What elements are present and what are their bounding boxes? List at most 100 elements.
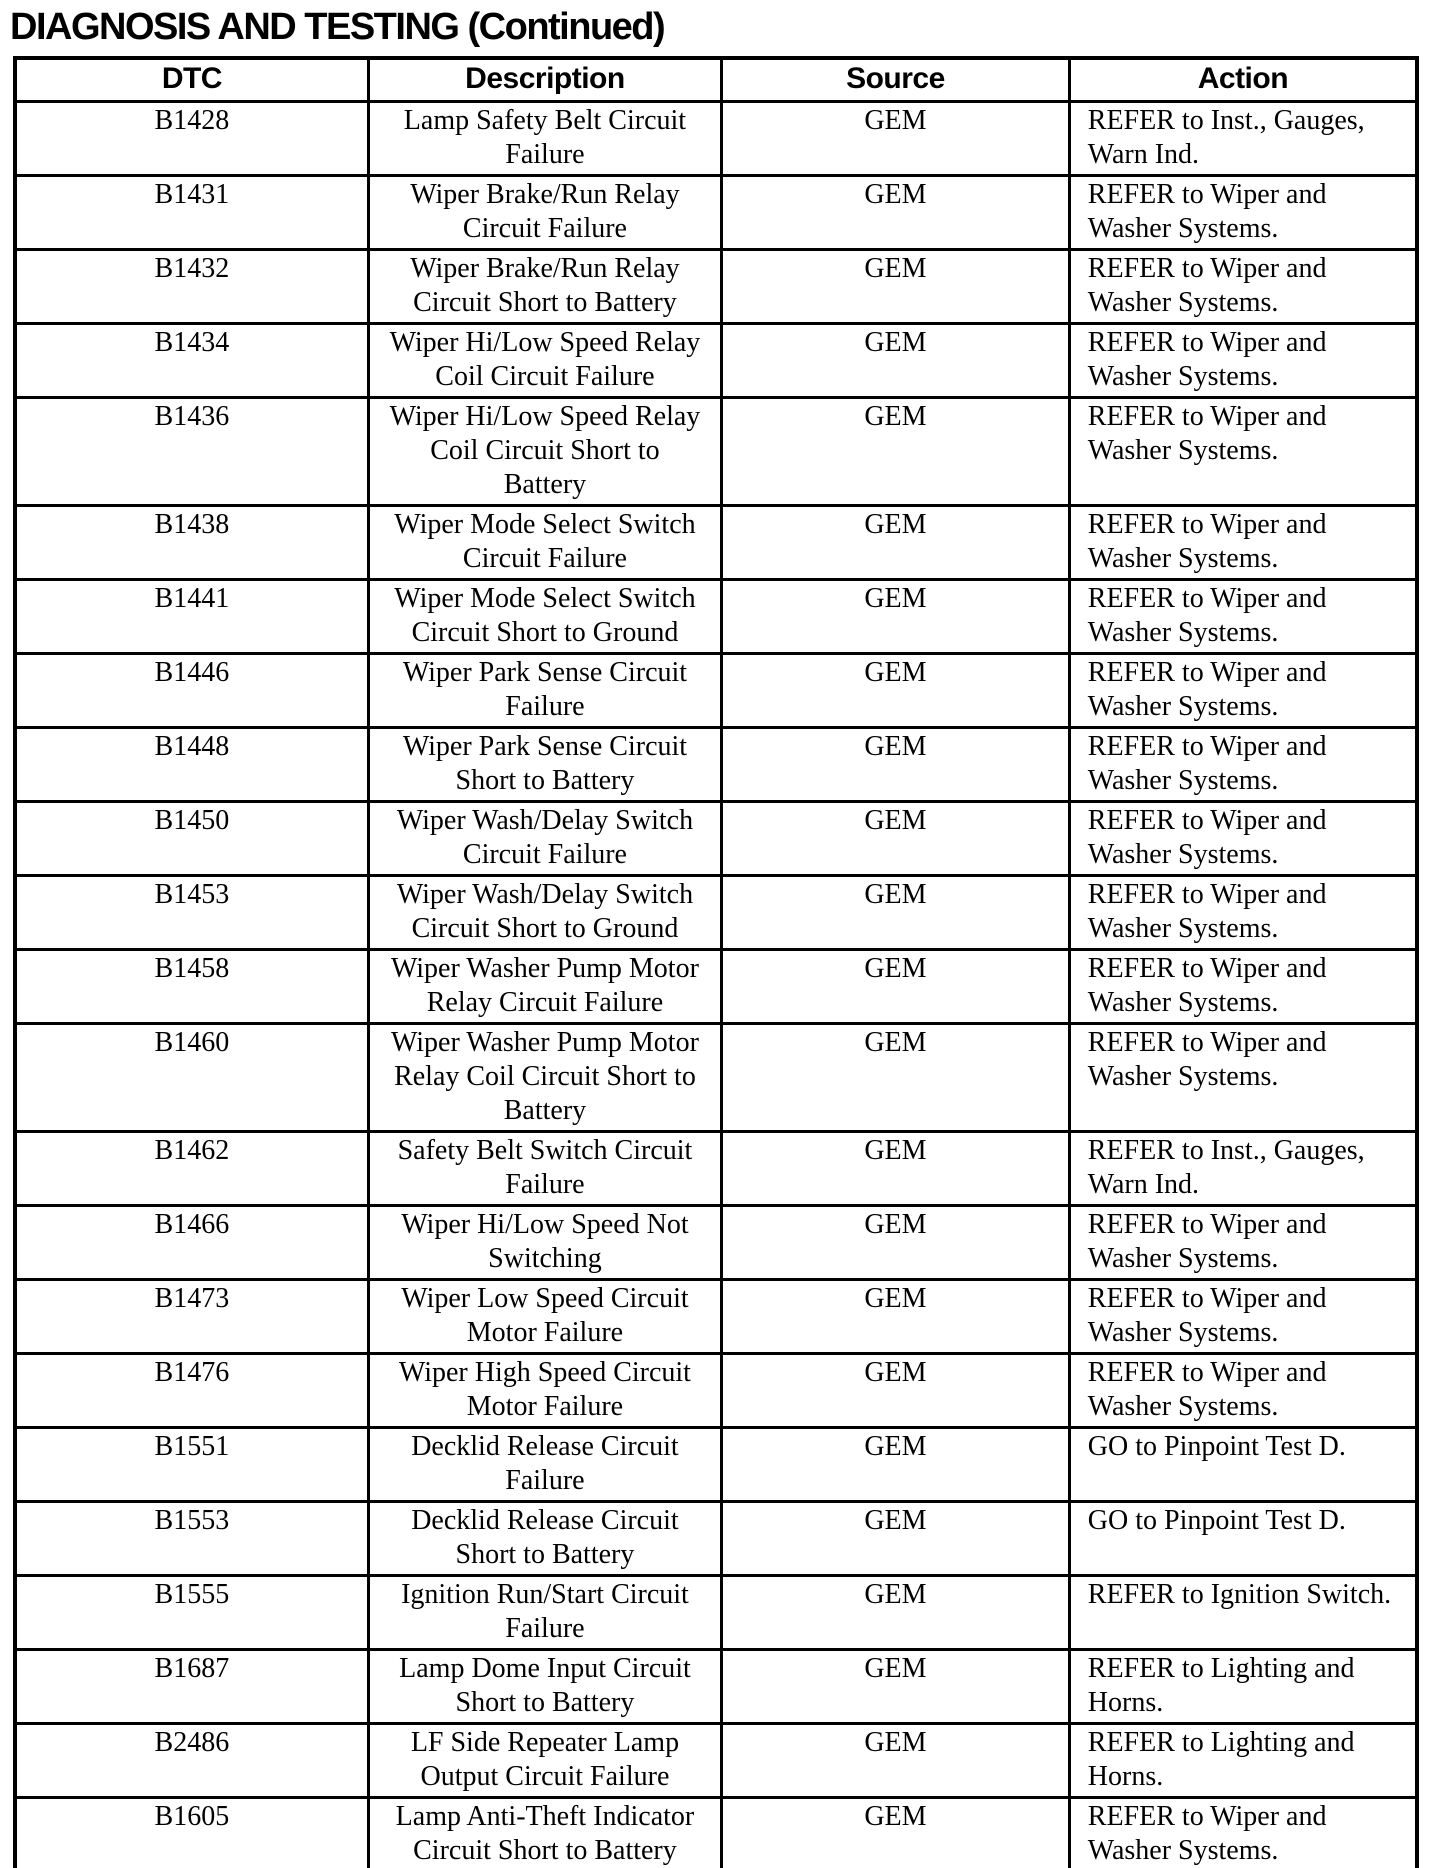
source-cell: GEM [720, 1796, 1071, 1868]
dtc-cell: B1431 [13, 174, 370, 251]
description-cell: Wiper Low Speed Circuit Motor Failure [366, 1278, 724, 1355]
action-cell: REFER to Wiper and Washer Systems. [1067, 726, 1419, 803]
description-cell: Wiper Mode Select Switch Circuit Failure [366, 504, 724, 581]
source-cell: GEM [720, 1648, 1071, 1725]
dtc-cell: B1446 [13, 652, 370, 729]
description-cell: Wiper Brake/Run Relay Circuit Failure [366, 174, 724, 251]
source-cell: GEM [720, 1204, 1071, 1281]
action-cell: REFER to Wiper and Washer Systems. [1067, 248, 1419, 325]
description-cell: Wiper Wash/Delay Switch Circuit Short to… [366, 874, 724, 951]
dtc-cell: B1432 [13, 248, 370, 325]
source-cell: GEM [720, 1130, 1071, 1207]
action-cell: REFER to Wiper and Washer Systems. [1067, 874, 1419, 951]
table-row: B1466 Wiper Hi/Low Speed Not Switching GEM… [13, 1204, 1419, 1281]
table-row: B1605 Lamp Anti-Theft Indicator Circuit S… [13, 1796, 1419, 1868]
column-header-source: Source [720, 56, 1071, 103]
description-cell: Decklid Release Circuit Failure [366, 1426, 724, 1503]
action-cell: REFER to Wiper and Washer Systems. [1067, 1278, 1419, 1355]
table-body: B1428 Lamp Safety Belt Circuit Failure GEM… [13, 100, 1419, 1868]
table-row: B1473 Wiper Low Speed Circuit Motor Failu… [13, 1278, 1419, 1355]
table-row: B1438 Wiper Mode Select Switch Circuit Fa… [13, 504, 1419, 581]
table-header-row: DTC Description Source Action [13, 56, 1419, 103]
dtc-cell: B1436 [13, 396, 370, 507]
description-cell: Wiper Wash/Delay Switch Circuit Failure [366, 800, 724, 877]
dtc-cell: B1551 [13, 1426, 370, 1503]
table-row: B1428 Lamp Safety Belt Circuit Failure GEM… [13, 100, 1419, 177]
table-row: B1462 Safety Belt Switch Circuit Failure G… [13, 1130, 1419, 1207]
description-cell: Lamp Anti-Theft Indicator Circuit Short … [366, 1796, 724, 1868]
action-cell: GO to Pinpoint Test D. [1067, 1426, 1419, 1503]
action-cell: REFER to Wiper and Washer Systems. [1067, 1796, 1419, 1868]
table-row: B1434 Wiper Hi/Low Speed Relay Coil Circu… [13, 322, 1419, 399]
dtc-cell: B1434 [13, 322, 370, 399]
source-cell: GEM [720, 174, 1071, 251]
source-cell: GEM [720, 396, 1071, 507]
description-cell: LF Side Repeater Lamp Output Circuit Fai… [366, 1722, 724, 1799]
dtc-cell: B1428 [13, 100, 370, 177]
action-cell: GO to Pinpoint Test D. [1067, 1500, 1419, 1577]
dtc-cell: B1687 [13, 1648, 370, 1725]
table-row: B1687 Lamp Dome Input Circuit Short to Ba… [13, 1648, 1419, 1725]
action-cell: REFER to Lighting and Horns. [1067, 1722, 1419, 1799]
action-cell: REFER to Wiper and Washer Systems. [1067, 396, 1419, 507]
dtc-cell: B1448 [13, 726, 370, 803]
dtc-cell: B2486 [13, 1722, 370, 1799]
description-cell: Wiper Washer Pump Motor Relay Coil Circu… [366, 1022, 724, 1133]
description-cell: Wiper Mode Select Switch Circuit Short t… [366, 578, 724, 655]
dtc-cell: B1458 [13, 948, 370, 1025]
diagnostic-trouble-code-table: DTC Description Source Action B1428 Lamp … [13, 56, 1419, 1868]
source-cell: GEM [720, 248, 1071, 325]
action-cell: REFER to Wiper and Washer Systems. [1067, 174, 1419, 251]
description-cell: Ignition Run/Start Circuit Failure [366, 1574, 724, 1651]
table-row: B1432 Wiper Brake/Run Relay Circuit Short… [13, 248, 1419, 325]
source-cell: GEM [720, 652, 1071, 729]
source-cell: GEM [720, 874, 1071, 951]
source-cell: GEM [720, 1500, 1071, 1577]
description-cell: Safety Belt Switch Circuit Failure [366, 1130, 724, 1207]
table-row: B1450 Wiper Wash/Delay Switch Circuit Fai… [13, 800, 1419, 877]
table-row: B1460 Wiper Washer Pump Motor Relay Coil … [13, 1022, 1419, 1133]
source-cell: GEM [720, 100, 1071, 177]
dtc-cell: B1441 [13, 578, 370, 655]
description-cell: Wiper Park Sense Circuit Failure [366, 652, 724, 729]
table-row: B1431 Wiper Brake/Run Relay Circuit Failu… [13, 174, 1419, 251]
action-cell: REFER to Inst., Gauges, Warn Ind. [1067, 100, 1419, 177]
description-cell: Lamp Safety Belt Circuit Failure [366, 100, 724, 177]
dtc-cell: B1450 [13, 800, 370, 877]
description-cell: Wiper Hi/Low Speed Relay Coil Circuit Fa… [366, 322, 724, 399]
description-cell: Wiper Brake/Run Relay Circuit Short to B… [366, 248, 724, 325]
source-cell: GEM [720, 726, 1071, 803]
source-cell: GEM [720, 1278, 1071, 1355]
action-cell: REFER to Wiper and Washer Systems. [1067, 322, 1419, 399]
action-cell: REFER to Lighting and Horns. [1067, 1648, 1419, 1725]
action-cell: REFER to Wiper and Washer Systems. [1067, 1204, 1419, 1281]
dtc-cell: B1462 [13, 1130, 370, 1207]
table-row: B1458 Wiper Washer Pump Motor Relay Circu… [13, 948, 1419, 1025]
action-cell: REFER to Wiper and Washer Systems. [1067, 504, 1419, 581]
dtc-cell: B1473 [13, 1278, 370, 1355]
source-cell: GEM [720, 948, 1071, 1025]
action-cell: REFER to Wiper and Washer Systems. [1067, 578, 1419, 655]
table-row: B1441 Wiper Mode Select Switch Circuit Sh… [13, 578, 1419, 655]
dtc-cell: B1453 [13, 874, 370, 951]
action-cell: REFER to Wiper and Washer Systems. [1067, 1022, 1419, 1133]
source-cell: GEM [720, 504, 1071, 581]
column-header-action: Action [1067, 56, 1419, 103]
dtc-cell: B1555 [13, 1574, 370, 1651]
source-cell: GEM [720, 578, 1071, 655]
dtc-cell: B1460 [13, 1022, 370, 1133]
dtc-cell: B1553 [13, 1500, 370, 1577]
action-cell: REFER to Wiper and Washer Systems. [1067, 1352, 1419, 1429]
action-cell: REFER to Wiper and Washer Systems. [1067, 948, 1419, 1025]
table-row: B1448 Wiper Park Sense Circuit Short to B… [13, 726, 1419, 803]
column-header-dtc: DTC [13, 56, 370, 103]
description-cell: Wiper Hi/Low Speed Not Switching [366, 1204, 724, 1281]
column-header-description: Description [366, 56, 724, 103]
source-cell: GEM [720, 1022, 1071, 1133]
source-cell: GEM [720, 1426, 1071, 1503]
table-row: B1555 Ignition Run/Start Circuit Failure G… [13, 1574, 1419, 1651]
table-row: B1436 Wiper Hi/Low Speed Relay Coil Circu… [13, 396, 1419, 507]
page-title: DIAGNOSIS AND TESTING (Continued) [10, 6, 666, 48]
table-row: B1551 Decklid Release Circuit Failure GEM G… [13, 1426, 1419, 1503]
